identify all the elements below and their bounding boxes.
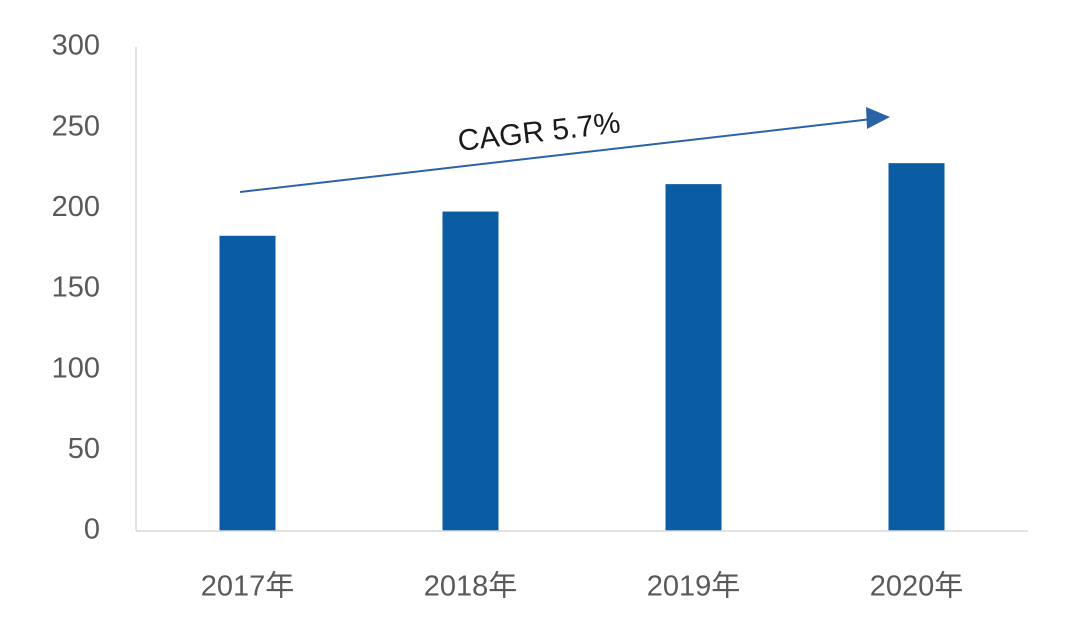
y-tick-label: 200 bbox=[52, 191, 100, 223]
y-axis: 0 50 100 150 200 250 300 bbox=[52, 30, 137, 546]
bar bbox=[442, 211, 499, 531]
cagr-annotation: CAGR 5.7% bbox=[239, 106, 890, 193]
bars bbox=[219, 163, 945, 531]
bar bbox=[219, 235, 276, 531]
x-tick-label: 2020年 bbox=[870, 570, 964, 603]
cagr-arrow-head bbox=[866, 107, 890, 129]
y-tick-label: 100 bbox=[52, 352, 100, 384]
y-tick-label: 250 bbox=[52, 110, 100, 142]
y-tick-label: 300 bbox=[52, 30, 100, 62]
y-tick-label: 0 bbox=[84, 514, 100, 546]
x-tick-label: 2017年 bbox=[201, 570, 295, 603]
bar bbox=[665, 184, 722, 531]
cagr-arrow-line bbox=[239, 118, 873, 193]
x-tick-label: 2018年 bbox=[424, 570, 518, 603]
x-tick-label: 2019年 bbox=[647, 570, 741, 603]
y-tick-label: 50 bbox=[68, 433, 100, 465]
bar bbox=[888, 163, 945, 531]
x-axis: 2017年 2018年 2019年 2020年 bbox=[136, 530, 1028, 603]
y-tick-label: 150 bbox=[52, 272, 100, 304]
